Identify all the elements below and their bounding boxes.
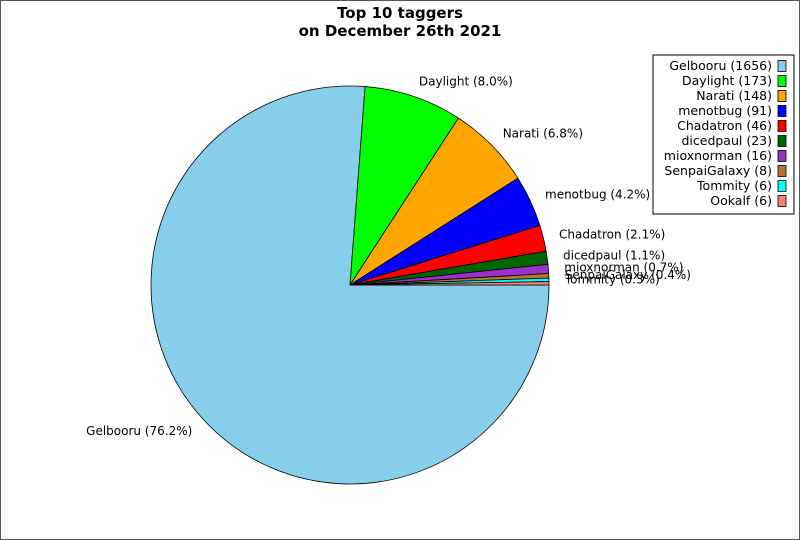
legend-swatch-chadatron	[777, 120, 787, 132]
legend-swatch-dicedpaul	[777, 135, 787, 147]
legend-swatch-mioxnorman	[777, 150, 787, 162]
chart-title: Top 10 taggers	[337, 4, 463, 22]
slice-label-dicedpaul: dicedpaul (1.1%)	[563, 249, 665, 263]
pie-slice-daylight	[349, 86, 459, 286]
legend-label-menotbug: menotbug (91)	[678, 103, 772, 118]
slice-label-senpaigalaxy: SenpaiGalaxy (0.4%)	[565, 268, 691, 282]
pie-slices	[150, 85, 550, 485]
legend-swatch-narati	[777, 90, 787, 102]
slice-label-chadatron: Chadatron (2.1%)	[559, 228, 665, 242]
slice-label-tommity: Tommity (0.3%)	[564, 272, 660, 286]
legend-swatch-tommity	[777, 180, 787, 192]
legend-swatch-gelbooru	[777, 60, 787, 72]
chart-subtitle: on December 26th 2021	[299, 22, 502, 40]
legend-label-senpaigalaxy: SenpaiGalaxy (8)	[664, 163, 772, 178]
slice-label-mioxnorman: mioxnorman (0.7%)	[564, 261, 683, 275]
slice-label-gelbooru: Gelbooru (76.2%)	[86, 424, 192, 438]
legend-swatch-menotbug	[777, 105, 787, 117]
legend-label-tommity: Tommity (6)	[696, 178, 772, 193]
pie-slice-labels: Gelbooru (76.2%) Daylight (8.0%) Narati (6…	[86, 74, 691, 438]
legend-box	[652, 54, 795, 215]
legend-label-gelbooru: Gelbooru (1656)	[669, 58, 772, 73]
legend-label-mioxnorman: mioxnorman (16)	[664, 148, 772, 163]
legend-label-narati: Narati (148)	[696, 88, 772, 103]
legend-label-ookalf: Ookalf (6)	[710, 193, 772, 208]
legend-swatch-daylight	[777, 75, 787, 87]
slice-label-narati: Narati (6.8%)	[503, 127, 583, 141]
legend-label-chadatron: Chadatron (46)	[677, 118, 772, 133]
legend-label-dicedpaul: dicedpaul (23)	[681, 133, 772, 148]
legend-label-daylight: Daylight (173)	[682, 73, 772, 88]
pie-slice-ookalf	[349, 281, 550, 286]
legend: Gelbooru (1656)Daylight (173)Narati (148…	[652, 54, 795, 215]
slice-label-daylight: Daylight (8.0%)	[419, 74, 513, 88]
legend-swatch-senpaigalaxy	[777, 165, 787, 177]
slice-label-menotbug: menotbug (4.2%)	[545, 187, 650, 201]
legend-swatch-ookalf	[777, 195, 787, 207]
